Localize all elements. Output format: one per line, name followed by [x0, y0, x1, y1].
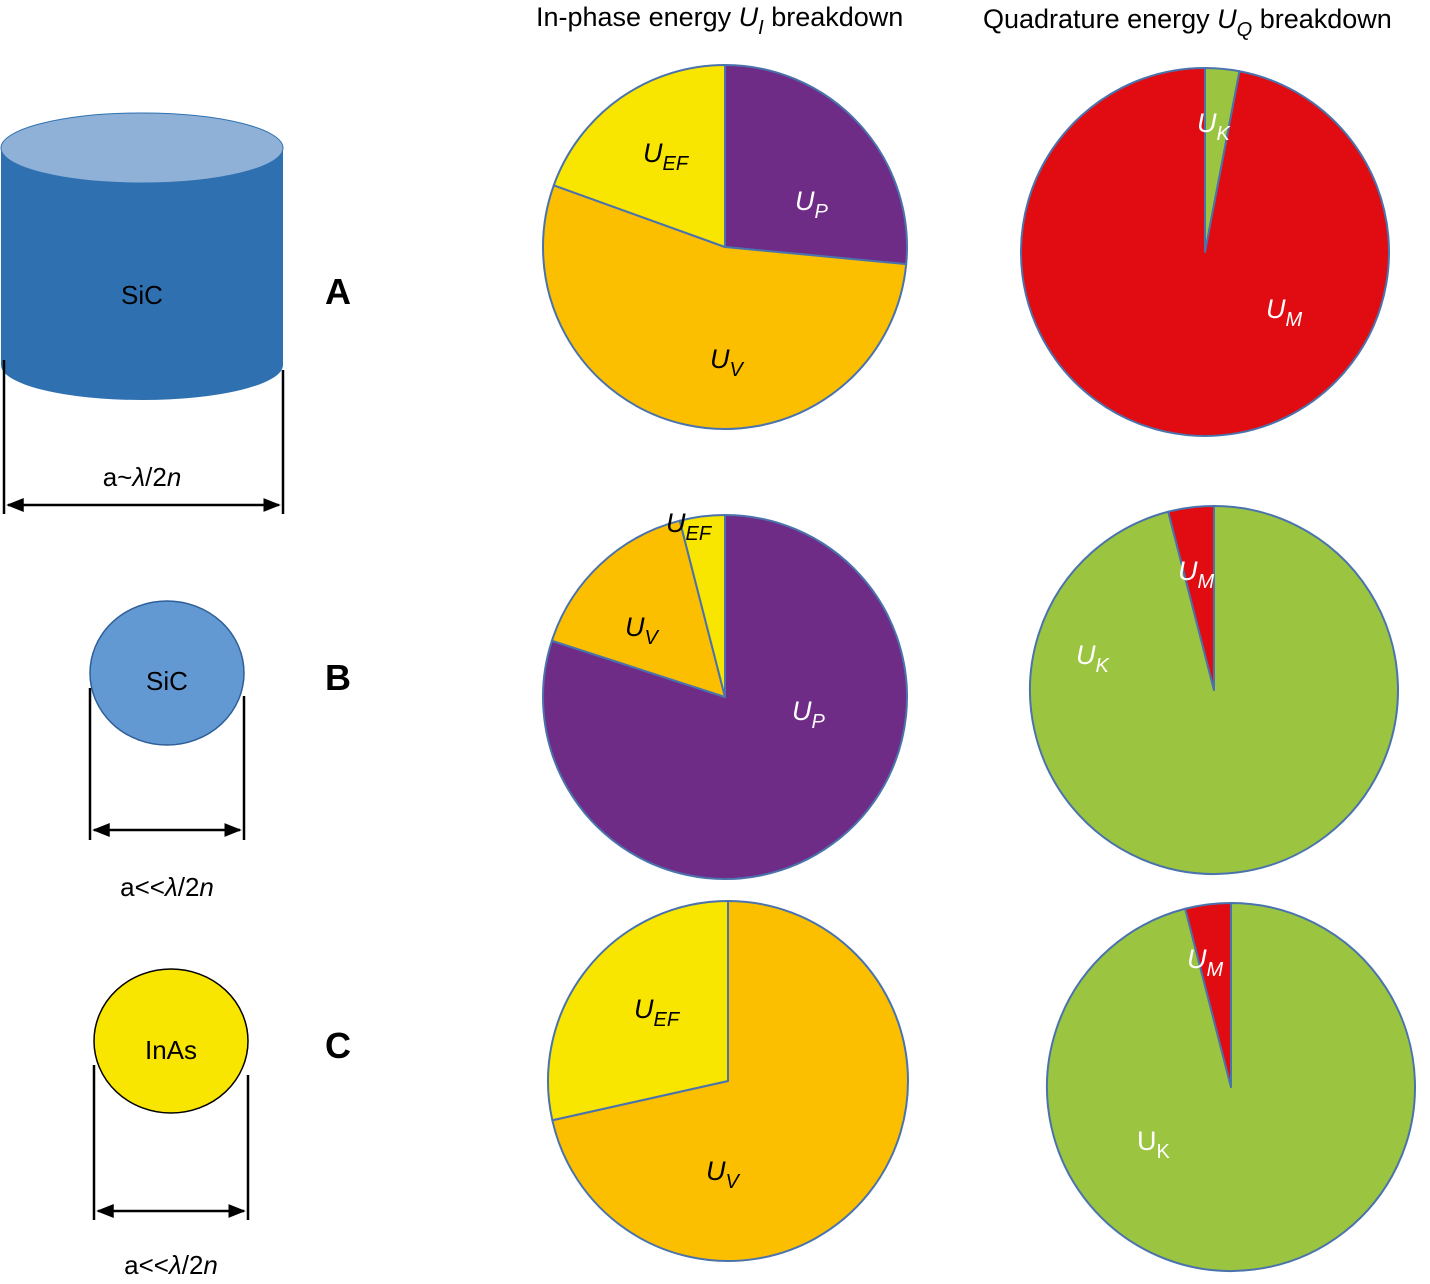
pie-slice-u-m	[1020, 67, 1390, 437]
pie-slice-u-v	[550, 519, 726, 698]
pie-label-b-inphase-up: UP	[792, 696, 826, 733]
pie-b-in-phase	[542, 514, 908, 880]
dimension-c	[92, 1065, 250, 1220]
row-label-b: B	[325, 657, 351, 698]
pie-label-b-inphase-uef: UEF	[666, 508, 713, 545]
pie-slice-u-ef	[678, 514, 726, 698]
dimension-b	[88, 688, 246, 840]
dimension-label-a: a~λ/2n	[103, 462, 182, 492]
pie-a-in-phase	[542, 64, 908, 431]
pie-label-b-quad-uk: UK	[1076, 640, 1111, 677]
dimension-label-c: a<<λ/2n	[124, 1250, 218, 1280]
pie-slice-u-p	[542, 514, 908, 880]
pie-slice-u-ef	[552, 64, 726, 248]
row-label-c: C	[325, 1025, 351, 1066]
pie-label-c-quad-uk: UK	[1137, 1126, 1171, 1163]
pie-c-in-phase	[547, 900, 909, 1262]
pie-label-a-inphase-up: UP	[795, 186, 829, 223]
pie-slice-u-v	[542, 184, 908, 431]
pie-label-c-inphase-uv: UV	[706, 1156, 741, 1193]
pie-label-a-inphase-uef: UEF	[643, 138, 690, 175]
pie-label-a-inphase-uv: UV	[710, 344, 745, 381]
pie-slice-u-ef	[547, 900, 729, 1122]
material-label-c: InAs	[145, 1035, 197, 1065]
pie-b-quadrature	[1029, 505, 1399, 875]
pie-label-a-quad-uk: UK	[1197, 108, 1232, 145]
pie-label-a-quad-um: UM	[1266, 294, 1303, 331]
pie-slice-u-p	[724, 64, 908, 266]
pie-slice-u-v	[551, 900, 909, 1262]
title-quadrature: Quadrature energy UQ breakdown	[983, 4, 1392, 41]
material-label-a: SiC	[121, 280, 163, 310]
pie-label-b-quad-um: UM	[1178, 556, 1215, 593]
cylinder-sic	[0, 112, 284, 400]
material-label-b: SiC	[146, 666, 188, 696]
pie-label-c-inphase-uef: UEF	[634, 994, 681, 1031]
title-inphase: In-phase energy UI breakdown	[536, 2, 903, 39]
dimension-label-b: a<<λ/2n	[120, 872, 214, 902]
sphere-inas	[93, 968, 249, 1114]
pie-slice-u-m	[1184, 902, 1232, 1088]
pie-slice-u-m	[1167, 505, 1215, 691]
pie-label-b-inphase-uv: UV	[625, 612, 660, 649]
pie-a-quadrature	[1020, 67, 1390, 437]
sphere-sic	[89, 600, 245, 746]
pie-c-quadrature	[1046, 902, 1416, 1272]
pie-charts	[542, 64, 1416, 1272]
dimension-a	[2, 360, 285, 514]
pie-label-c-quad-um: UM	[1187, 944, 1224, 981]
row-label-a: A	[325, 271, 351, 312]
